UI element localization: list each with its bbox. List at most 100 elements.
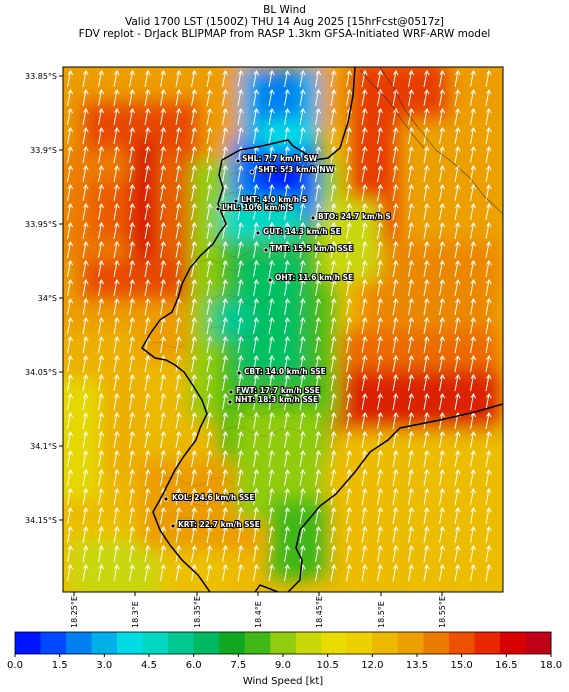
wind-arrow-head <box>207 89 213 95</box>
wind-arrow-head <box>346 545 353 551</box>
wind-arrow <box>175 203 180 221</box>
wind-arrow <box>377 488 381 506</box>
wind-arrow-head <box>300 507 306 513</box>
longitude-axis: 18.25°E 18.3°E 18.35°E 18.4°E 18.45°E 18… <box>70 592 447 628</box>
wind-arrow-head <box>408 165 415 171</box>
wind-arrow <box>361 412 366 430</box>
wind-arrow-head <box>362 108 368 114</box>
station-sht[interactable]: SHT: 5.3 km/h NW <box>249 164 336 175</box>
wind-arrow-head <box>191 488 198 494</box>
wind-arrow-head <box>98 431 105 437</box>
wind-arrow-head <box>83 241 89 247</box>
station-kol[interactable]: KOL: 24.6 km/h SSE <box>163 492 255 503</box>
wind-arrow-head <box>315 545 322 551</box>
wind-arrow <box>330 507 335 525</box>
wind-arrow <box>129 355 133 373</box>
wind-arrow <box>423 450 428 468</box>
wind-arrow-head <box>238 374 244 380</box>
station-lhl[interactable]: LHL: 10.6 km/h S <box>215 202 294 213</box>
colorbar-swatch <box>91 632 118 654</box>
wind-arrow <box>222 336 226 354</box>
wind-arrow <box>160 507 164 525</box>
wind-arrow <box>377 222 381 240</box>
wind-arrow <box>113 298 118 316</box>
wind-arrow <box>315 108 319 126</box>
wind-arrow <box>330 431 335 449</box>
station-krt[interactable]: KRT: 22.7 km/h SSE <box>170 519 261 530</box>
station-shl[interactable]: SHL: 7.7 km/h SW <box>235 153 319 164</box>
wind-arrow-head <box>284 317 291 323</box>
wind-arrow <box>82 507 87 525</box>
wind-arrow <box>439 146 443 164</box>
wind-arrow <box>299 412 304 430</box>
wind-arrow <box>67 260 71 278</box>
station-cbt[interactable]: CBT: 14.0 km/h SSE <box>236 366 327 377</box>
wind-arrow-head <box>315 146 322 152</box>
wind-arrow <box>67 108 71 126</box>
station-oht[interactable]: OHT: 11.6 km/h SE <box>267 272 354 283</box>
wind-arrow-head <box>253 241 260 247</box>
station-marker <box>310 215 316 221</box>
wind-arrow-head <box>145 260 151 266</box>
wind-arrow <box>284 355 288 373</box>
wind-arrow-head <box>424 89 430 95</box>
wind-arrow <box>129 564 133 582</box>
wind-arrow <box>377 279 381 297</box>
wind-arrow-head <box>331 317 337 323</box>
station-fwt[interactable]: FWT: 17.7 km/h SSE <box>228 385 321 396</box>
wind-arrow <box>191 317 195 335</box>
wind-arrow-head <box>439 564 446 570</box>
wind-arrow-head <box>269 450 275 456</box>
wind-arrow-head <box>98 165 105 171</box>
wind-arrow-head <box>346 317 353 323</box>
wind-arrow <box>191 165 195 183</box>
wind-arrow-head <box>331 260 337 266</box>
plot-frame <box>62 66 504 593</box>
wind-arrow <box>191 450 195 468</box>
wind-arrow <box>299 450 304 468</box>
wind-arrow-head <box>67 431 74 437</box>
wind-arrow-head <box>129 260 136 266</box>
wind-arrow-head <box>67 507 74 513</box>
wind-arrow <box>423 355 428 373</box>
station-bto[interactable]: BTO: 24.7 km/h S <box>310 211 392 222</box>
wind-arrow <box>423 393 428 411</box>
wind-arrow-head <box>222 165 229 171</box>
wind-arrow <box>129 526 133 544</box>
wind-arrow <box>315 507 319 525</box>
station-gut[interactable]: GUT: 14.3 km/h SE <box>255 226 342 237</box>
wind-arrow-head <box>83 488 89 494</box>
wind-arrow-head <box>331 89 337 95</box>
wind-arrow-head <box>207 279 213 285</box>
wind-arrow-head <box>439 108 446 114</box>
wind-arrow <box>377 336 381 354</box>
wind-arrow-head <box>160 507 167 513</box>
station-lht[interactable]: LHT: 4.0 km/h S <box>233 194 308 205</box>
wind-arrow <box>268 203 273 221</box>
wind-arrow-head <box>191 355 198 361</box>
wind-arrow <box>98 450 102 468</box>
wind-arrow-head <box>160 431 167 437</box>
wind-arrow-head <box>98 108 105 114</box>
wind-arrow <box>346 545 350 563</box>
wind-arrow <box>408 545 412 563</box>
wind-arrow <box>67 127 71 145</box>
wind-arrow <box>129 241 133 259</box>
wind-arrow-head <box>145 450 151 456</box>
lon-tick-label: 18.45°E <box>315 596 324 628</box>
wind-arrow-head <box>455 279 461 285</box>
wind-arrow <box>144 393 149 411</box>
wind-arrow-head <box>470 241 477 247</box>
wind-arrow <box>454 355 459 373</box>
wind-arrow-head <box>253 526 260 532</box>
wind-arrow <box>253 355 257 373</box>
wind-arrow-head <box>145 241 151 247</box>
station-nht[interactable]: NHT: 18.3 km/h SSE <box>227 394 319 405</box>
wind-arrow <box>361 203 366 221</box>
wind-arrow <box>392 298 397 316</box>
wind-arrow <box>237 488 242 506</box>
station-tmt[interactable]: TMT: 15.5 km/h SSE <box>263 243 354 254</box>
wind-arrow-head <box>470 488 477 494</box>
wind-arrow-head <box>377 488 384 494</box>
colorbar-tick-label: 6.0 <box>186 660 202 671</box>
